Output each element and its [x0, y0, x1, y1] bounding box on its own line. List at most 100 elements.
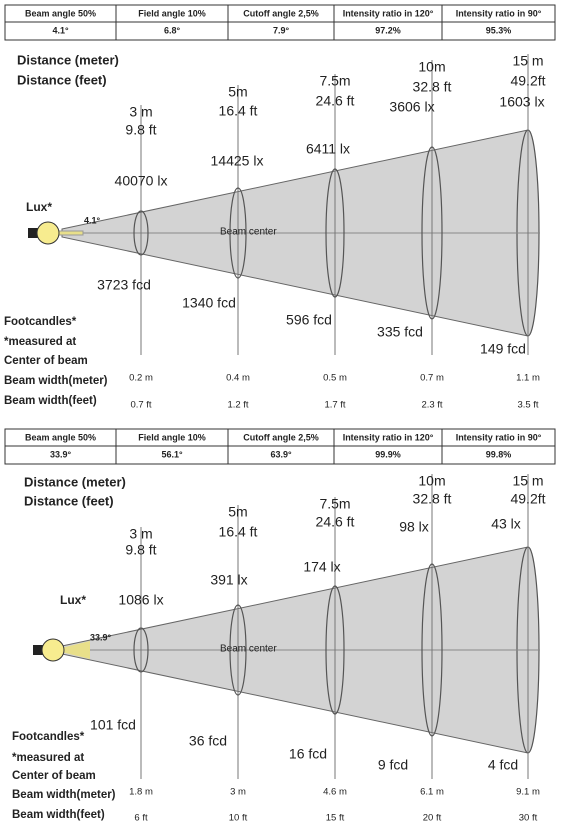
- table-header: Cutoff angle 2,5%: [243, 8, 319, 18]
- width-feet: 6 ft: [134, 813, 148, 824]
- width-meter: 1.8 m: [129, 787, 153, 798]
- distance-meter: 10m: [418, 59, 445, 75]
- lux-label: Lux*: [26, 200, 52, 214]
- distance-feet: 32.8 ft: [413, 79, 452, 95]
- table-value: 99.8%: [486, 449, 512, 459]
- fcd-value: 3723 fcd: [97, 277, 151, 293]
- distance-feet: 32.8 ft: [413, 491, 452, 507]
- width-feet: 20 ft: [423, 813, 442, 824]
- distance-meter-label: Distance (meter): [24, 474, 126, 489]
- lux-value: 40070 lx: [115, 173, 168, 189]
- lux-value: 3606 lx: [389, 99, 434, 115]
- table-header: Beam angle 50%: [25, 432, 96, 442]
- distance-meter: 7.5m: [319, 73, 350, 89]
- width-feet: 1.2 ft: [227, 400, 248, 411]
- fcd-value: 4 fcd: [488, 757, 518, 773]
- width-feet: 3.5 ft: [517, 400, 538, 411]
- distance-feet-label: Distance (feet): [17, 72, 107, 87]
- table-value: 97.2%: [375, 25, 401, 35]
- table-header: Field angle 10%: [138, 432, 206, 442]
- width-meter: 0.5 m: [323, 373, 347, 384]
- section: Beam angle 50% 4.1° Field angle 10% 6.8° Cut…: [4, 4, 556, 411]
- fcd-value: 1340 fcd: [182, 295, 236, 311]
- table-value: 33.9°: [50, 449, 72, 459]
- fcd-value: 16 fcd: [289, 746, 327, 762]
- width-meter: 9.1 m: [516, 787, 540, 798]
- table-header: Intensity ratio in 90°: [456, 8, 542, 18]
- width-feet: 2.3 ft: [421, 400, 442, 411]
- lamp-base: [28, 228, 38, 238]
- center-of-beam-label: Center of beam: [4, 355, 88, 367]
- beam-section: [133, 627, 149, 673]
- table-value: 63.9°: [270, 449, 292, 459]
- distance-feet: 9.8 ft: [125, 122, 156, 138]
- distance-feet: 49.2ft: [510, 73, 545, 89]
- footcandles-label: Footcandles*: [12, 731, 85, 743]
- fcd-value: 335 fcd: [377, 324, 423, 340]
- distance-meter: 3 m: [129, 526, 152, 542]
- table-value: 56.1°: [161, 449, 183, 459]
- center-of-beam-label: Center of beam: [12, 770, 96, 782]
- lux-value: 98 lx: [399, 519, 429, 535]
- lux-value: 174 lx: [303, 559, 340, 575]
- table-value: 6.8°: [164, 25, 181, 35]
- beam-wedge: [53, 641, 90, 659]
- distance-meter: 7.5m: [319, 496, 350, 512]
- width-feet: 30 ft: [519, 813, 538, 824]
- beam-section: [229, 604, 247, 696]
- lux-value: 14425 lx: [211, 153, 264, 169]
- beam-width-feet-label: Beam width(feet): [12, 809, 105, 821]
- table-value: 95.3%: [486, 25, 512, 35]
- beam-center-label: Beam center: [220, 227, 277, 238]
- table-value: 4.1°: [52, 25, 69, 35]
- table-header: Intensity ratio in 120°: [343, 8, 434, 18]
- table-value: 7.9°: [273, 25, 290, 35]
- beam-section: [325, 168, 345, 298]
- distance-feet: 24.6 ft: [316, 93, 355, 109]
- distance-feet: 24.6 ft: [316, 514, 355, 530]
- width-meter: 0.4 m: [226, 373, 250, 384]
- beam-width-meter-label: Beam width(meter): [12, 789, 116, 801]
- lux-value: 43 lx: [491, 516, 521, 532]
- lux-value: 391 lx: [210, 572, 247, 588]
- table-header: Intensity ratio in 90°: [456, 432, 542, 442]
- lux-label: Lux*: [60, 593, 86, 607]
- width-feet: 0.7 ft: [130, 400, 151, 411]
- table-header: Field angle 10%: [138, 8, 206, 18]
- table-value: 99.9%: [375, 449, 401, 459]
- distance-feet: 16.4 ft: [219, 103, 258, 119]
- beam-width-meter-label: Beam width(meter): [4, 375, 108, 387]
- width-meter: 1.1 m: [516, 373, 540, 384]
- table-header: Intensity ratio in 120°: [343, 432, 434, 442]
- lux-value: 6411 lx: [306, 141, 350, 157]
- width-meter: 3 m: [230, 787, 246, 798]
- lux-value: 1086 lx: [118, 592, 163, 608]
- fcd-value: 9 fcd: [378, 757, 408, 773]
- beam-section: [421, 146, 443, 320]
- width-meter: 6.1 m: [420, 787, 444, 798]
- distance-feet: 49.2ft: [510, 491, 545, 507]
- table-header: Cutoff angle 2,5%: [243, 432, 319, 442]
- beam-section: [421, 563, 443, 737]
- distance-meter: 5m: [228, 84, 247, 100]
- lamp-base: [33, 645, 43, 655]
- fcd-value: 596 fcd: [286, 312, 332, 328]
- fcd-value: 101 fcd: [90, 717, 136, 733]
- beam-section: [229, 187, 247, 279]
- distance-feet: 16.4 ft: [219, 524, 258, 540]
- distance-meter: 15 m: [512, 53, 543, 69]
- angle-label: 33.9°: [90, 632, 112, 642]
- lux-value: 1603 lx: [499, 94, 544, 110]
- width-meter: 4.6 m: [323, 787, 347, 798]
- beam-stub: [57, 230, 84, 236]
- spec-table: Beam angle 50% 33.9° Field angle 10% 56.1° C…: [4, 428, 556, 465]
- fcd-value: 36 fcd: [189, 733, 227, 749]
- width-feet: 10 ft: [229, 813, 248, 824]
- distance-feet: 9.8 ft: [125, 542, 156, 558]
- fcd-value: 149 fcd: [480, 341, 526, 357]
- distance-meter: 5m: [228, 504, 247, 520]
- measured-at-label: *measured at: [12, 752, 84, 764]
- width-feet: 15 ft: [326, 813, 345, 824]
- spec-table: Beam angle 50% 4.1° Field angle 10% 6.8° Cut…: [4, 4, 556, 41]
